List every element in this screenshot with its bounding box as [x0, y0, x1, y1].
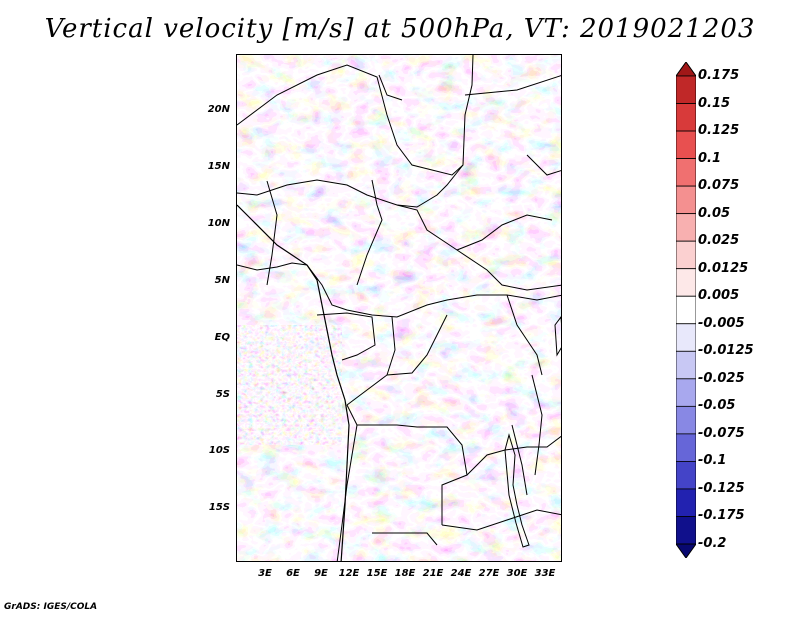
colorbar-label: 0.005 [698, 288, 740, 304]
coastline [237, 204, 350, 561]
colorbar-segment [676, 488, 696, 517]
colorbar-label: 0.0125 [698, 260, 749, 276]
colorbar-segment [676, 75, 696, 104]
colorbar-segment [676, 268, 696, 297]
colorbar-label: 0.125 [698, 123, 740, 139]
lon-label: 3E [258, 568, 272, 579]
colorbar-segment [676, 103, 696, 132]
lon-label: 6E [286, 568, 300, 579]
colorbar-segment [676, 350, 696, 380]
colorbar [676, 62, 696, 558]
colorbar-segment [676, 378, 696, 407]
colorbar-segment [676, 130, 696, 159]
colorbar-label: -0.005 [698, 315, 745, 331]
colorbar-segment [676, 213, 696, 242]
lake-victoria [554, 316, 561, 357]
colorbar-segment [676, 405, 696, 435]
lat-label: 5N [214, 275, 230, 286]
colorbar-segment [676, 185, 696, 215]
lat-label: EQ [214, 332, 230, 343]
lat-label: 10N [207, 218, 230, 229]
chart-title: Vertical velocity [m/s] at 500hPa, VT: 2… [44, 14, 756, 44]
lake-tanganyika [504, 433, 530, 548]
colorbar-label: -0.0125 [698, 343, 754, 359]
map-panel [236, 54, 562, 562]
colorbar-label: 0.075 [698, 178, 740, 194]
colorbar-label: -0.175 [698, 508, 745, 524]
colorbar-label: 0.05 [698, 205, 731, 221]
colorbar-segment [676, 240, 696, 270]
lon-label: 12E [338, 568, 360, 579]
lon-label: 21E [422, 568, 444, 579]
colorbar-cap-bottom [676, 543, 696, 558]
colorbar-label: 0.175 [698, 68, 740, 83]
colorbar-label: 0.025 [698, 233, 740, 249]
colorbar-label: -0.2 [698, 536, 727, 551]
colorbar-segment [676, 295, 696, 325]
lat-label: 20N [207, 104, 230, 115]
colorbar-segment [676, 433, 696, 462]
country-borders [237, 55, 561, 561]
colorbar-label: -0.075 [698, 425, 745, 441]
lon-label: 15E [366, 568, 388, 579]
lon-label: 33E [534, 568, 556, 579]
velocity-field [237, 55, 561, 561]
colorbar-label: -0.1 [698, 453, 727, 469]
lon-label: 24E [450, 568, 472, 579]
lat-label: 10S [208, 445, 230, 456]
colorbar-segment [676, 323, 696, 352]
lat-label: 15S [208, 502, 230, 513]
lon-label: 27E [478, 568, 500, 579]
colorbar-segment [676, 516, 696, 545]
colorbar-label: -0.025 [698, 370, 745, 386]
lon-label: 9E [314, 568, 328, 579]
grads-credit: GrADS: IGES/COLA [4, 602, 98, 612]
lon-label: 18E [394, 568, 416, 579]
colorbar-segment [676, 158, 696, 187]
colorbar-label: -0.125 [698, 480, 745, 496]
colorbar-cap-top [676, 62, 696, 77]
colorbar-segment [676, 461, 696, 490]
colorbar-label: -0.05 [698, 398, 736, 414]
lat-label: 15N [207, 161, 230, 172]
lat-label: 5S [215, 389, 230, 400]
colorbar-label: 0.15 [698, 95, 731, 111]
colorbar-label: 0.1 [698, 150, 722, 166]
lon-label: 30E [506, 568, 528, 579]
